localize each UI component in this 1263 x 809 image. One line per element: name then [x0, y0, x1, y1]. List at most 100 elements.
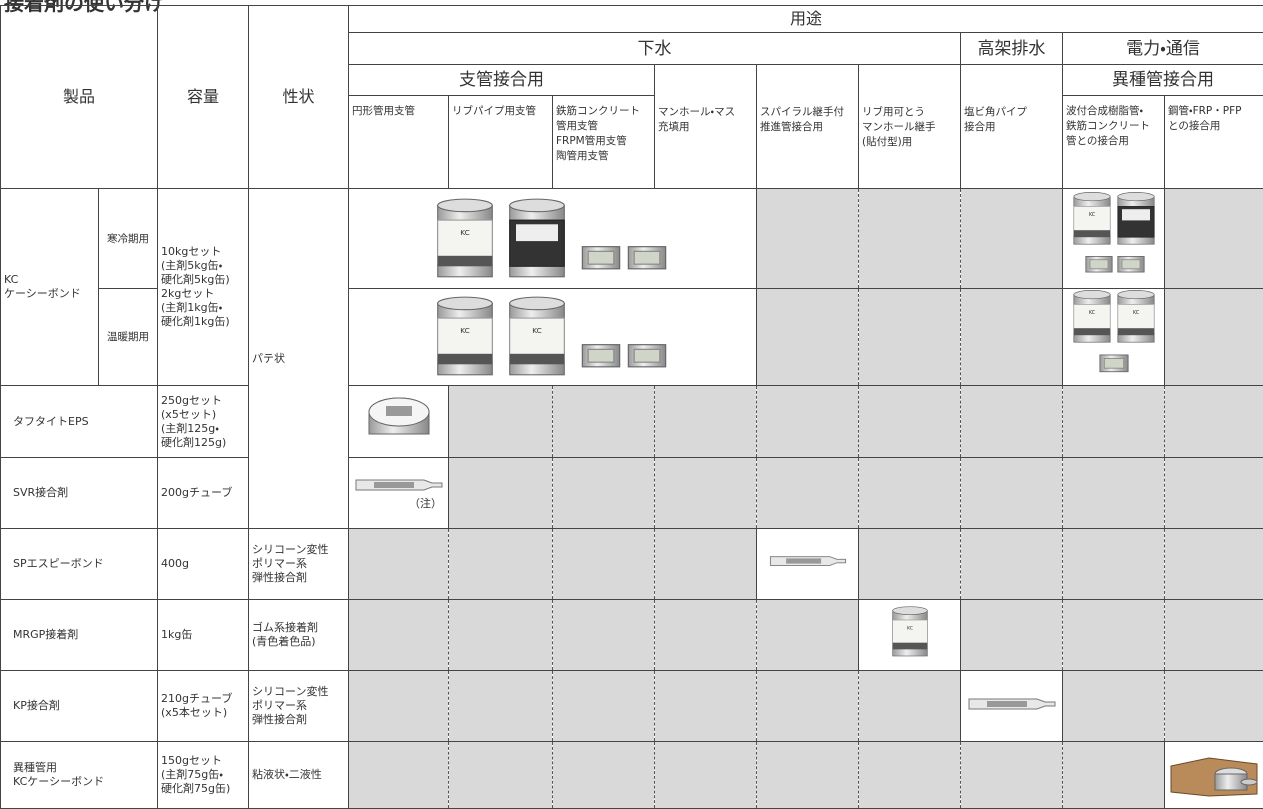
- table-cell: [349, 386, 449, 458]
- image-part: [1073, 192, 1109, 244]
- unused-cell: [655, 600, 757, 671]
- image-part: [1171, 758, 1257, 796]
- table-cell: SVR接合剤: [1, 458, 158, 529]
- table-row: 製品 容量 性状 用途: [1, 6, 1263, 33]
- unused-cell: [655, 458, 757, 529]
- unused-cell: [961, 742, 1063, 809]
- unused-cell: [859, 289, 961, 386]
- table-cell: 1kg缶: [158, 600, 249, 671]
- unused-cell: [757, 189, 859, 289]
- table-cell: [349, 289, 757, 386]
- unused-cell: [859, 742, 961, 809]
- unused-cell: [655, 742, 757, 809]
- table-cell: [757, 529, 859, 600]
- unused-cell: [449, 458, 553, 529]
- unused-cell: [757, 742, 859, 809]
- image-part: [582, 246, 619, 268]
- unused-cell: [1063, 529, 1165, 600]
- unused-cell: [757, 458, 859, 529]
- table-cell: MRGP接着剤: [1, 600, 158, 671]
- table-cell: 製品: [1, 6, 158, 189]
- unused-cell: [859, 671, 961, 742]
- product-image: [1069, 191, 1159, 283]
- unused-cell: [961, 529, 1063, 600]
- table-cell: 性状: [249, 6, 349, 189]
- unused-cell: [1165, 386, 1263, 458]
- unused-cell: [449, 386, 553, 458]
- table-cell: シリコーン変性 ポリマー系 弾性接合剤: [249, 671, 349, 742]
- unused-cell: [1165, 529, 1263, 600]
- table-cell: ゴム系接着剤 (青色着色品): [249, 600, 349, 671]
- unused-cell: [859, 386, 961, 458]
- table-cell: マンホール・マス 充填用: [655, 65, 757, 189]
- unused-cell: [757, 600, 859, 671]
- product-image: [433, 192, 673, 282]
- table-row: 異種管用 KCケーシーボンド 150gセット (主剤75g缶・ 硬化剤75g缶)…: [1, 742, 1263, 809]
- image-part: [1117, 256, 1143, 272]
- table-cell: 用途: [349, 6, 1263, 33]
- table-cell: スパイラル継手付 推進管接合用: [757, 65, 859, 189]
- unused-cell: [757, 386, 859, 458]
- table-cell: リブ用可とう マンホール継手 (貼付型)用: [859, 65, 961, 189]
- image-part: [770, 557, 845, 566]
- product-image: [965, 693, 1059, 715]
- unused-cell: [349, 529, 449, 600]
- table-cell: 支管接合用: [349, 65, 655, 96]
- table-cell: 下水: [349, 33, 961, 65]
- product-image: [1069, 289, 1159, 381]
- product-image: [761, 552, 855, 572]
- table-cell: 400g: [158, 529, 249, 600]
- unused-cell: [655, 671, 757, 742]
- unused-cell: [553, 671, 655, 742]
- table-row: タフタイトEPS 250gセット (x5セット) (主剤125g・ 硬化剤125…: [1, 386, 1263, 458]
- unused-cell: [961, 289, 1063, 386]
- image-part: [1085, 256, 1111, 272]
- table-cell: 鋼管・FRP・PFP との接合用: [1165, 96, 1263, 189]
- rect: [386, 406, 412, 416]
- unused-cell: [349, 671, 449, 742]
- unused-cell: [1063, 671, 1165, 742]
- table-row: SVR接合剤 200gチューブ （注）: [1, 458, 1263, 529]
- image-part: [437, 199, 492, 277]
- table-cell: [1063, 289, 1165, 386]
- table-cell: 異種管用 KCケーシーボンド: [1, 742, 158, 809]
- unused-cell: [449, 742, 553, 809]
- unused-cell: [553, 386, 655, 458]
- table-cell: [859, 600, 961, 671]
- table-row: KC ケーシーボンド 寒冷期用 10kgセット (主剤5kg缶・ 硬化剤5kg缶…: [1, 189, 1263, 289]
- unused-cell: [1165, 671, 1263, 742]
- table-cell: 鉄筋コンクリート 管用支管 FRPM管用支管 陶管用支管: [553, 96, 655, 189]
- table-cell: （注）: [349, 458, 449, 529]
- table-cell: 電力・通信: [1063, 33, 1263, 65]
- unused-cell: [961, 386, 1063, 458]
- note: （注）: [349, 497, 448, 511]
- product-image: [1168, 747, 1260, 799]
- table-cell: 波付合成樹脂管・ 鉄筋コンクリート 管との接合用: [1063, 96, 1165, 189]
- unused-cell: [449, 671, 553, 742]
- table-row: SPエスピーボンド 400g シリコーン変性 ポリマー系 弾性接合剤: [1, 529, 1263, 600]
- image-part: [969, 699, 1055, 709]
- unused-cell: [349, 742, 449, 809]
- unused-cell: [1165, 289, 1263, 386]
- unused-cell: [757, 671, 859, 742]
- table-cell: タフタイトEPS: [1, 386, 158, 458]
- table-cell: 150gセット (主剤75g缶・ 硬化剤75g缶): [158, 742, 249, 809]
- image-part: [509, 199, 564, 277]
- unused-cell: [757, 289, 859, 386]
- image-part: [1073, 290, 1109, 342]
- unused-cell: [349, 600, 449, 671]
- table-cell: KP接合剤: [1, 671, 158, 742]
- product-image: [364, 390, 434, 450]
- tbody: 製品 容量 性状 用途 下水 高架排水 電力・通信 支管接合用 マンホール・マス…: [1, 6, 1263, 809]
- unused-cell: [859, 529, 961, 600]
- table-cell: 異種管接合用: [1063, 65, 1263, 96]
- unused-cell: [655, 529, 757, 600]
- product-image: [885, 601, 935, 665]
- table-cell: KC ケーシーボンド: [1, 189, 99, 386]
- image-part: [509, 297, 564, 375]
- image-part: [1117, 290, 1153, 342]
- image-part: [628, 345, 665, 367]
- image-part: [628, 246, 665, 268]
- table-cell: 250gセット (x5セット) (主剤125g・ 硬化剤125g): [158, 386, 249, 458]
